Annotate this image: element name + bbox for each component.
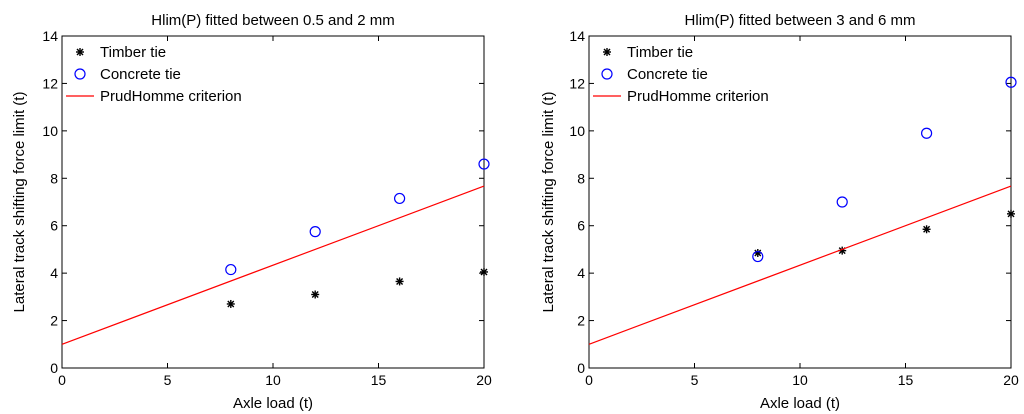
criterion-line: [61, 185, 485, 345]
axis-ticks: 0 5 10 15 20 0 2 4 6 8 10 12 14: [42, 28, 492, 388]
x-tick-label: 0: [585, 372, 593, 388]
concrete-tie-point: [1005, 76, 1017, 88]
y-tick-label: 4: [577, 265, 585, 281]
legend-label: Timber tie: [627, 44, 693, 61]
concrete-tie-point: [478, 158, 490, 170]
x-tick-label: 10: [792, 372, 808, 388]
legend-label: PrudHomme criterion: [627, 88, 769, 105]
criterion-line: [588, 185, 1012, 345]
timber-tie-point: [226, 299, 235, 308]
y-tick-label: 2: [50, 313, 58, 329]
chart-right: Hlim(P) fitted between 3 and 6 mm Axle l…: [540, 12, 1019, 412]
x-tick-label: 15: [898, 372, 914, 388]
x-tick-label: 5: [164, 372, 172, 388]
concrete-tie-point: [920, 127, 933, 139]
timber-tie-point: [753, 248, 762, 257]
y-tick-label: 12: [569, 75, 585, 91]
chart-title: Hlim(P) fitted between 0.5 and 2 mm: [151, 12, 394, 29]
legend: Timber tie Concrete tie PrudHomme criterio…: [593, 44, 769, 105]
timber-tie-point: [922, 225, 931, 234]
axis-ticks: 0 5 10 15 20 0 2 4 6 8 10 12 14: [569, 28, 1019, 388]
concrete-tie-point: [394, 192, 406, 205]
timber-tie-point: [395, 277, 404, 286]
data-marks: [588, 76, 1017, 345]
x-tick-label: 5: [691, 372, 699, 388]
x-tick-label: 10: [265, 372, 281, 388]
y-tick-label: 0: [50, 360, 58, 376]
chart-title: Hlim(P) fitted between 3 and 6 mm: [685, 12, 916, 29]
y-tick-label: 6: [577, 218, 585, 234]
timber-tie-point: [1007, 209, 1015, 218]
concrete-tie-point: [836, 196, 848, 208]
legend-label: PrudHomme criterion: [100, 88, 242, 105]
legend-circle-symbol: [601, 68, 613, 80]
legend-circle-symbol: [74, 68, 86, 80]
timber-tie-point: [480, 267, 488, 276]
concrete-tie-point: [309, 226, 321, 238]
y-axis-label: Lateral track shifting force limit (t): [11, 92, 28, 313]
y-tick-label: 4: [50, 265, 58, 281]
legend-asterisk-symbol: [603, 48, 611, 56]
x-tick-label: 0: [58, 372, 66, 388]
plot-area: [588, 35, 1012, 369]
x-tick-label: 20: [476, 372, 492, 388]
x-tick-label: 20: [1003, 372, 1019, 388]
legend-label: Concrete tie: [627, 66, 708, 83]
y-tick-label: 8: [50, 170, 58, 186]
concrete-tie-point: [225, 263, 237, 276]
legend-label: Concrete tie: [100, 66, 181, 83]
y-tick-label: 10: [42, 123, 58, 139]
y-tick-label: 0: [577, 360, 585, 376]
y-tick-label: 14: [42, 28, 58, 44]
y-tick-label: 6: [50, 218, 58, 234]
x-axis-label: Axle load (t): [233, 395, 313, 412]
y-axis-label: Lateral track shifting force limit (t): [540, 92, 557, 313]
chart-left: Hlim(P) fitted between 0.5 and 2 mm Axle…: [11, 12, 492, 412]
legend: Timber tie Concrete tie PrudHomme criterio…: [66, 44, 242, 105]
legend-asterisk-symbol: [76, 48, 84, 56]
y-tick-label: 14: [569, 28, 585, 44]
concrete-tie-point: [752, 250, 764, 263]
y-tick-label: 12: [42, 75, 58, 91]
timber-tie-point: [311, 290, 320, 299]
y-tick-label: 10: [569, 123, 585, 139]
x-axis-label: Axle load (t): [760, 395, 840, 412]
plot-area: [61, 35, 485, 369]
x-tick-label: 15: [371, 372, 387, 388]
data-marks: [61, 158, 490, 345]
y-tick-label: 8: [577, 170, 585, 186]
y-tick-label: 2: [577, 313, 585, 329]
legend-label: Timber tie: [100, 44, 166, 61]
